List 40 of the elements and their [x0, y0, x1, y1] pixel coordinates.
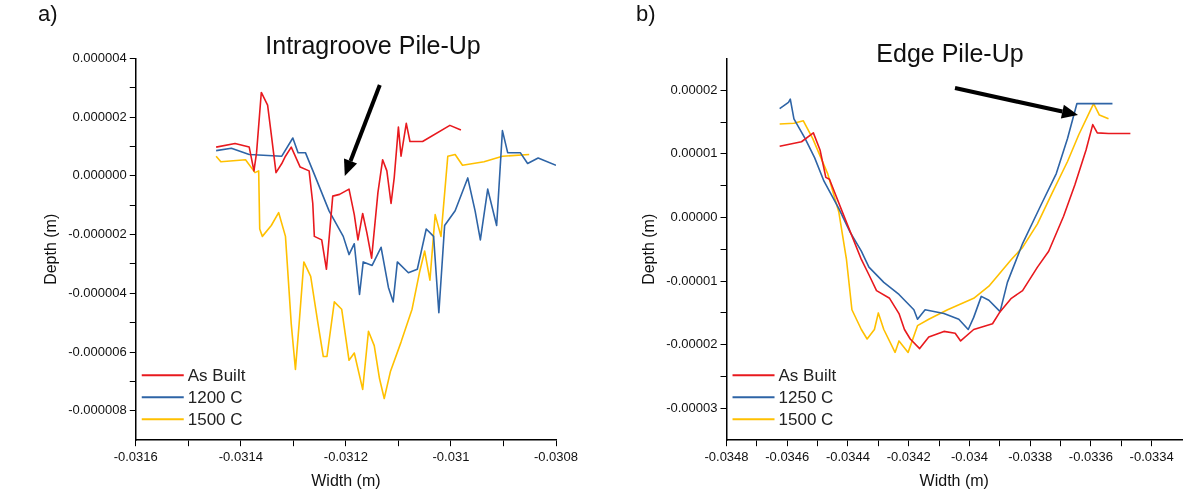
annotation: Edge Pile-Up [876, 38, 1024, 68]
y-axis-title: Depth (m) [42, 213, 60, 285]
y-tick-label: -0.00001 [666, 272, 718, 288]
legend-label: As Built [187, 365, 246, 385]
y-tick-label: -0.00003 [666, 399, 718, 415]
x-tick-label: -0.0338 [1008, 448, 1053, 464]
y-tick-label: 0.000000 [72, 167, 127, 183]
annotation: Intragroove Pile-Up [265, 30, 481, 60]
y-tick-label: 0.000004 [72, 49, 127, 65]
x-tick-label: -0.0334 [1129, 448, 1174, 464]
y-tick-label: -0.000002 [68, 226, 127, 242]
y-tick-label: -0.000004 [68, 284, 127, 300]
chart-title: b) [636, 1, 656, 27]
chart-title: a) [38, 1, 58, 27]
y-tick-label: 0.00001 [670, 145, 718, 161]
legend-label: 1500 C [778, 409, 834, 429]
y-tick-label: 0.00000 [670, 209, 718, 225]
x-tick-label: -0.0308 [533, 448, 579, 464]
x-tick-label: -0.0348 [704, 448, 749, 464]
y-tick-label: 0.000002 [72, 108, 127, 124]
legend-label: 1200 C [187, 387, 243, 407]
y-tick-label: 0.00002 [670, 81, 718, 97]
x-tick-label: -0.031 [432, 448, 470, 464]
legend-label: 1500 C [187, 409, 243, 429]
x-tick-label: -0.0342 [886, 448, 931, 464]
y-tick-label: -0.000008 [68, 402, 127, 418]
x-tick-label: -0.0314 [218, 448, 263, 464]
x-tick-label: -0.0316 [113, 448, 158, 464]
x-tick-label: -0.0312 [323, 448, 368, 464]
x-tick-label: -0.0346 [765, 448, 810, 464]
x-tick-label: -0.0344 [825, 448, 871, 464]
x-axis-title: Width (m) [311, 471, 381, 489]
y-axis-title: Depth (m) [640, 213, 658, 285]
y-tick-label: -0.000006 [68, 343, 127, 359]
legend-label: As Built [778, 365, 837, 385]
y-tick-label: -0.00002 [666, 336, 718, 352]
legend-label: 1250 C [778, 387, 834, 407]
x-tick-label: -0.034 [951, 448, 988, 464]
x-tick-label: -0.0336 [1068, 448, 1113, 464]
x-axis-title: Width (m) [919, 471, 989, 489]
